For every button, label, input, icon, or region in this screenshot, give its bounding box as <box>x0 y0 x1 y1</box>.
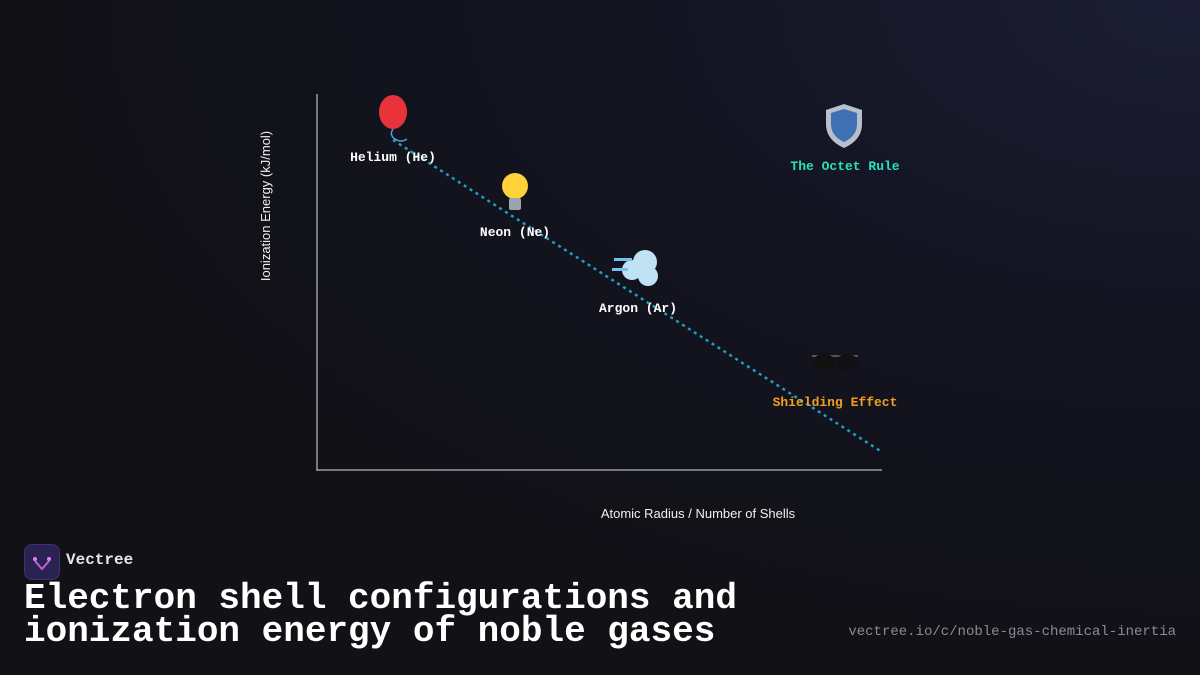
wind-icon <box>612 250 658 286</box>
shield-icon <box>826 104 862 148</box>
node-label: Argon (Ar) <box>599 301 677 316</box>
title: Electron shell configurations and ioniza… <box>24 578 737 652</box>
node-label: Neon (Ne) <box>480 225 550 240</box>
y-axis-label: Ionization Energy (kJ/mol) <box>258 131 273 281</box>
trend-line <box>392 138 883 454</box>
node-label: Helium (He) <box>350 150 436 165</box>
x-axis-label: Atomic Radius / Number of Shells <box>601 506 796 521</box>
logo-mark <box>33 557 51 571</box>
logo <box>24 544 60 580</box>
annotation: The Octet Rule <box>790 159 899 174</box>
sunglasses-icon <box>812 354 858 370</box>
annotation: Shielding Effect <box>773 395 898 410</box>
bulb-icon <box>502 173 528 210</box>
url: vectree.io/c/noble-gas-chemical-inertia <box>848 624 1176 640</box>
balloon-icon <box>379 95 408 142</box>
brand: Vectree <box>66 551 134 569</box>
